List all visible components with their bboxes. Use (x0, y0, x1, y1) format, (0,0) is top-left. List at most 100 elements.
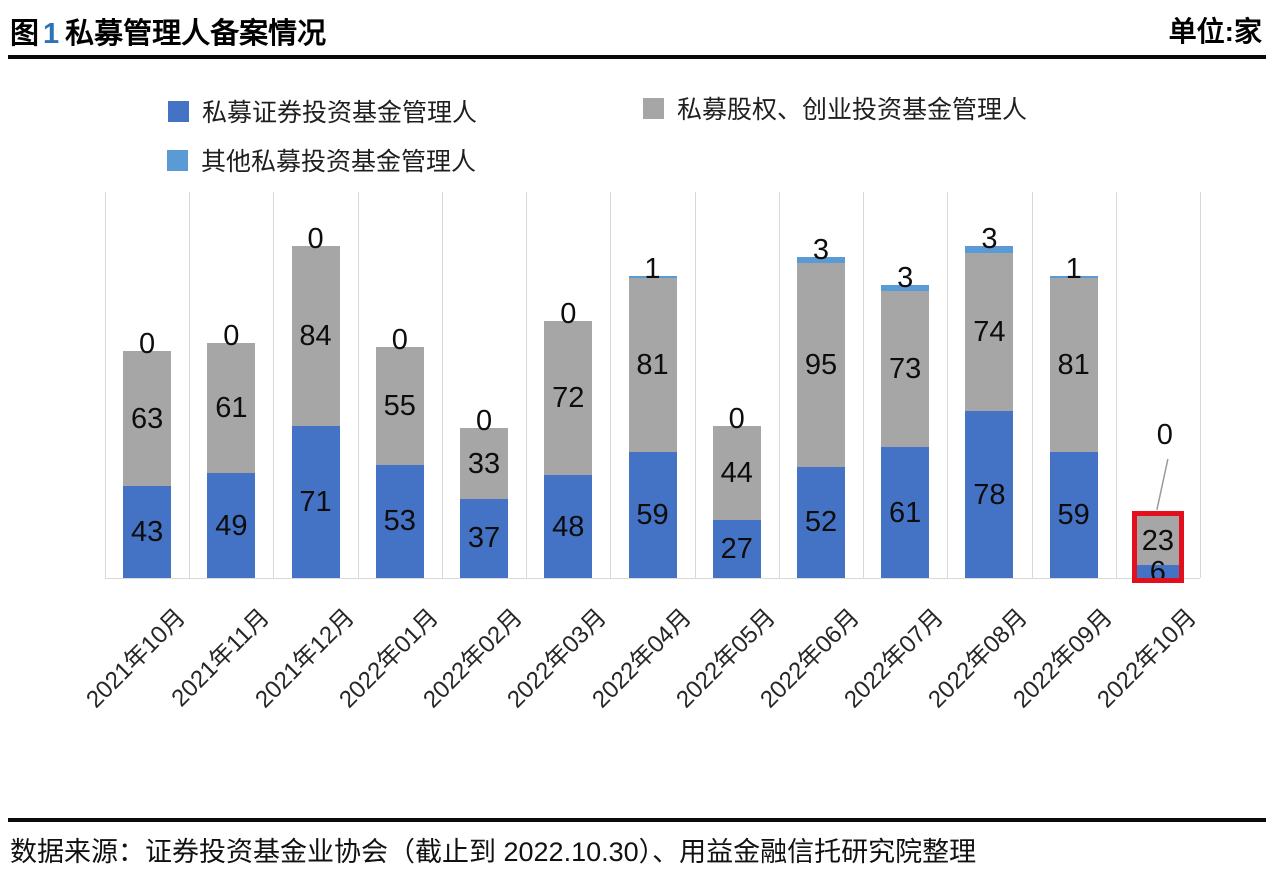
bar-value-label: 59 (636, 498, 669, 531)
bar-value-label: 81 (1057, 349, 1090, 382)
bar-segment-securities (881, 447, 930, 578)
x-axis-label: 2022年06月 (755, 603, 865, 714)
footer-divider (8, 818, 1266, 822)
gridline (357, 192, 359, 578)
x-axis-label: 2022年05月 (670, 603, 781, 714)
bar-total-label: 0 (139, 328, 156, 361)
unit-label: 单位:家 (1168, 16, 1262, 47)
bar-value-label: 84 (299, 320, 332, 353)
bar-value-label: 61 (889, 496, 922, 529)
legend-label: 私募股权、创业投资基金管理人 (677, 96, 1028, 124)
legend-swatch-blue (168, 100, 189, 122)
bar-segment-other (1049, 276, 1098, 279)
figure-label: 图 (10, 18, 40, 50)
gridline (441, 192, 443, 578)
bar-total-label: 3 (897, 261, 914, 294)
bar-total-label: 3 (812, 234, 830, 266)
bar-value-label: 33 (467, 447, 501, 480)
bar-segment-equity (796, 263, 845, 467)
x-axis-label: 2022年02月 (418, 603, 528, 714)
figure-number: 1 (43, 18, 60, 50)
bar-value-label: 59 (1057, 498, 1090, 531)
chart-title-text: 私募管理人备案情况 (65, 18, 327, 50)
callout-value-label: 0 (1156, 419, 1173, 451)
header-divider (8, 55, 1266, 59)
bar-segment-equity (1133, 515, 1182, 566)
bar-value-label: 63 (130, 402, 164, 435)
gridline (610, 192, 612, 578)
bar-segment-securities (207, 473, 256, 578)
bar-total-label: 0 (223, 319, 240, 352)
bar-segment-securities (796, 466, 845, 578)
legend-item-equity: 私募股权、创业投资基金管理人 (643, 91, 1027, 125)
gridline (947, 192, 949, 578)
bar-segment-securities (628, 451, 677, 578)
x-axis-label: 2021年12月 (249, 603, 360, 714)
bar-value-label: 27 (720, 533, 753, 566)
gridline (1200, 192, 1201, 578)
bar-value-label: 78 (973, 478, 1006, 511)
bar-total-label: 0 (475, 405, 493, 438)
bar-segment-other (628, 276, 677, 279)
gridline (694, 192, 696, 578)
bar-value-label: 23 (1141, 524, 1174, 557)
bar-segment-equity (291, 246, 340, 427)
legend-swatch-lightblue (167, 149, 188, 171)
bar-segment-equity (1049, 278, 1098, 452)
bar-value-label: 81 (636, 349, 669, 382)
bar-total-label: 0 (560, 298, 577, 331)
bar-total-label: 3 (981, 223, 998, 256)
bar-segment-other (796, 257, 845, 264)
chart-title: 图 1 私募管理人备案情况 (10, 10, 326, 52)
x-axis-line (105, 578, 1200, 579)
bar-total-label: 1 (644, 253, 661, 286)
gridline (189, 192, 191, 578)
x-axis-label: 2021年10月 (81, 603, 191, 714)
bar-value-label: 53 (383, 505, 416, 538)
bar-segment-other (881, 284, 930, 292)
bar-value-label: 61 (215, 391, 248, 424)
gridline (863, 192, 865, 578)
bar-segment-securities (460, 498, 509, 578)
bar-segment-securities (544, 475, 593, 578)
bar-total-label: 1 (1065, 253, 1082, 286)
bar-segment-equity (628, 278, 677, 452)
bar-total-label: 0 (728, 403, 745, 436)
bar-total-label: 0 (391, 323, 408, 356)
legend-swatch-gray (643, 97, 664, 119)
gridline (1031, 192, 1033, 578)
bar-value-label: 43 (130, 515, 164, 548)
bar-segment-securities (712, 520, 761, 578)
legend-item-other: 其他私募投资基金管理人 (167, 143, 476, 177)
bar-segment-equity (207, 342, 256, 474)
bar-value-label: 95 (804, 349, 838, 382)
data-source-note: 数据来源：证券投资基金业协会（截止到 2022.10.30）、用益金融信托研究院… (10, 837, 977, 867)
bar-segment-equity (712, 426, 761, 521)
legend-label: 其他私募投资基金管理人 (201, 148, 477, 176)
gridline (273, 192, 275, 578)
legend-item-securities: 私募证券投资基金管理人 (168, 94, 477, 128)
bar-segment-securities (375, 464, 424, 578)
x-axis-label: 2022年01月 (333, 603, 444, 714)
bar-total-label: 0 (307, 223, 324, 256)
legend-label: 私募证券投资基金管理人 (202, 99, 478, 127)
bar-segment-equity (460, 428, 509, 499)
bar-segment-securities (965, 411, 1014, 578)
gridline (1115, 192, 1117, 578)
bar-segment-securities (291, 426, 340, 578)
bar-value-label: 72 (552, 382, 585, 415)
gridline (105, 192, 106, 578)
bar-value-label: 73 (889, 353, 922, 386)
bar-segment-equity (965, 252, 1014, 412)
x-axis-label: 2022年03月 (502, 603, 613, 714)
x-axis-label: 2021年11月 (166, 603, 276, 713)
bar-value-label: 44 (720, 457, 753, 490)
x-axis-label: 2022年07月 (839, 603, 949, 714)
bar-value-label: 74 (973, 315, 1006, 348)
bar-segment-equity (123, 351, 172, 486)
gridline (778, 192, 780, 578)
bar-segment-other (965, 246, 1014, 253)
highlight-box (1131, 510, 1184, 583)
bar-value-label: 48 (552, 510, 585, 543)
